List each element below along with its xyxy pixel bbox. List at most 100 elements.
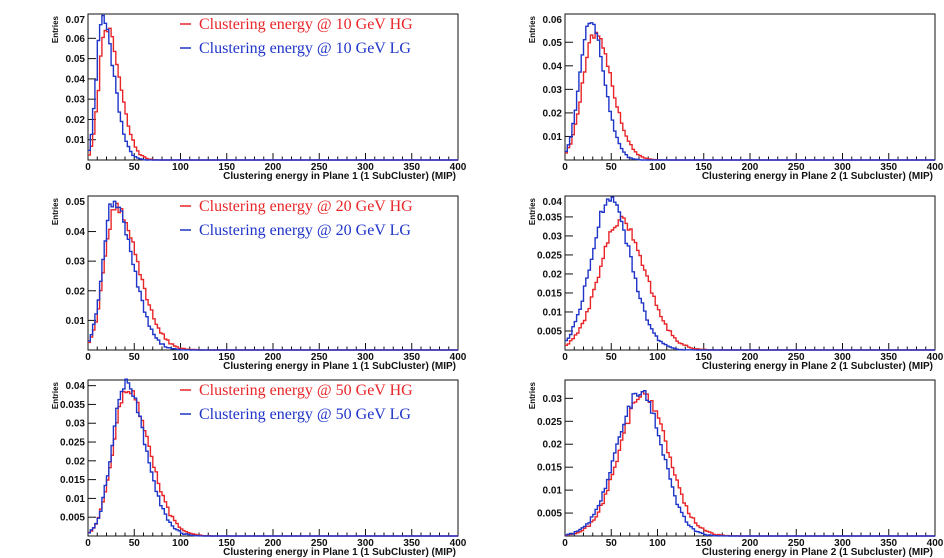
y-axis-label: Entries [528, 15, 537, 43]
x-tick-label: 200 [742, 352, 759, 363]
y-tick-label: 0.03 [543, 85, 563, 96]
x-tick-label: 300 [357, 162, 374, 173]
legend-entry: Clustering energy @ 20 GeV LG [199, 222, 411, 239]
y-tick-label: 0.025 [60, 438, 85, 449]
x-tick-label: 100 [172, 352, 189, 363]
x-tick-label: 50 [606, 162, 618, 173]
x-tick-label: 100 [172, 538, 189, 549]
plot-frame [564, 13, 936, 161]
y-tick-label: 0.05 [543, 38, 563, 49]
x-tick-label: 300 [834, 162, 851, 173]
y-axis-label: Entries [528, 381, 537, 409]
y-tick-label: 0.02 [66, 456, 86, 467]
y-tick-label: 0.01 [543, 307, 563, 318]
y-tick-label: 0.01 [66, 316, 86, 327]
y-axis-label: Entries [51, 381, 60, 409]
x-tick-label: 50 [606, 538, 618, 549]
x-tick-label: 250 [788, 352, 805, 363]
x-axis-label: Clustering energy in Plane 2 (1 Subclust… [702, 361, 933, 372]
y-tick-label: 0.03 [66, 95, 86, 106]
plot-frame [87, 379, 459, 537]
histogram-series-hg [565, 391, 935, 537]
x-tick-label: 150 [695, 162, 712, 173]
x-tick-label: 250 [311, 352, 328, 363]
x-tick-label: 100 [649, 538, 666, 549]
y-tick-label: 0.04 [66, 381, 86, 392]
y-tick-label: 0.025 [537, 250, 562, 261]
histogram-series-lg [565, 196, 935, 351]
x-tick-label: 400 [927, 162, 944, 173]
x-tick-label: 150 [695, 352, 712, 363]
x-tick-label: 250 [311, 538, 328, 549]
y-tick-label: 0.035 [537, 212, 562, 223]
y-tick-label: 0.06 [66, 34, 86, 45]
y-tick-label: 0.015 [537, 463, 562, 474]
x-tick-label: 400 [450, 538, 467, 549]
x-tick-label: 200 [265, 352, 282, 363]
x-tick-label: 350 [880, 162, 897, 173]
y-tick-label: 0.02 [543, 108, 563, 119]
y-tick-label-top: 0.06 [543, 15, 563, 26]
y-tick-label: 0.02 [66, 115, 86, 126]
histogram-series-hg [565, 31, 935, 161]
x-tick-label: 200 [265, 162, 282, 173]
x-tick-label: 150 [218, 538, 235, 549]
x-tick-label: 400 [450, 352, 467, 363]
histogram-panel-2: 0 50 100 150 200 250 300 350 400 0.01 0.02 0.03 0.04… [528, 13, 944, 182]
x-tick-label: 0 [85, 352, 91, 363]
x-tick-label: 250 [788, 162, 805, 173]
x-tick-label: 250 [788, 538, 805, 549]
y-tick-label: 0.01 [543, 486, 563, 497]
x-tick-label: 150 [695, 538, 712, 549]
x-tick-label: 300 [357, 352, 374, 363]
x-tick-label: 300 [834, 352, 851, 363]
x-tick-label: 400 [927, 538, 944, 549]
x-tick-label: 100 [172, 162, 189, 173]
x-tick-label: 300 [357, 538, 374, 549]
x-tick-label: 300 [834, 538, 851, 549]
x-tick-label: 50 [606, 352, 618, 363]
histogram-series-lg [88, 378, 458, 537]
x-tick-label: 0 [562, 352, 568, 363]
x-tick-label: 350 [880, 352, 897, 363]
y-tick-label: 0.005 [537, 326, 562, 337]
y-tick-label: 0.03 [66, 419, 86, 430]
x-tick-label: 0 [562, 538, 568, 549]
histogram-series-lg [565, 390, 935, 537]
x-tick-label: 350 [403, 162, 420, 173]
x-axis-label: Clustering energy in Plane 1 (1 SubClust… [223, 361, 456, 372]
histogram-panel-5: 0 50 100 150 200 250 300 350 400 0.005 0.01 0.015 0.… [51, 378, 467, 558]
plot-frame [87, 13, 459, 161]
y-axis-label: Entries [51, 15, 60, 43]
legend-entry: Clustering energy @ 50 GeV HG [199, 382, 413, 399]
y-tick-label-top: 0.04 [543, 197, 563, 208]
y-tick-label: 0.03 [66, 257, 86, 268]
legend-entry: Clustering energy @ 50 GeV LG [199, 406, 411, 423]
x-axis-label: Clustering energy in Plane 1 (1 SubClust… [223, 547, 456, 558]
histogram-series-lg [565, 22, 935, 161]
y-tick-label: 0.005 [537, 509, 562, 520]
y-tick-label-top: 0.05 [66, 197, 86, 208]
x-tick-label: 150 [218, 352, 235, 363]
y-tick-label: 0.04 [543, 61, 563, 72]
y-tick-label: 0.03 [543, 231, 563, 242]
histogram-series-lg [88, 200, 458, 351]
plot-frame [564, 379, 936, 537]
y-axis-label: Entries [51, 197, 60, 225]
y-tick-label: 0.02 [543, 440, 563, 451]
x-tick-label: 400 [927, 352, 944, 363]
y-axis-label: Entries [528, 197, 537, 225]
x-tick-label: 250 [311, 162, 328, 173]
y-tick-label: 0.02 [543, 269, 563, 280]
histogram-panel-3: 0 50 100 150 200 250 300 350 400 0.01 0.02 0.03 0.04… [51, 195, 467, 372]
legend-entry: Clustering energy @ 20 GeV HG [199, 198, 413, 215]
legend-entry: Clustering energy @ 10 GeV HG [199, 16, 413, 33]
x-tick-label: 100 [649, 352, 666, 363]
x-tick-label: 0 [85, 538, 91, 549]
plot-frame [87, 195, 459, 351]
y-tick-label: 0.02 [66, 286, 86, 297]
x-tick-label: 350 [403, 352, 420, 363]
histogram-panel-4: 0 50 100 150 200 250 300 350 400 0.005 0.01 0.015 0.… [528, 195, 944, 372]
x-tick-label: 350 [880, 538, 897, 549]
